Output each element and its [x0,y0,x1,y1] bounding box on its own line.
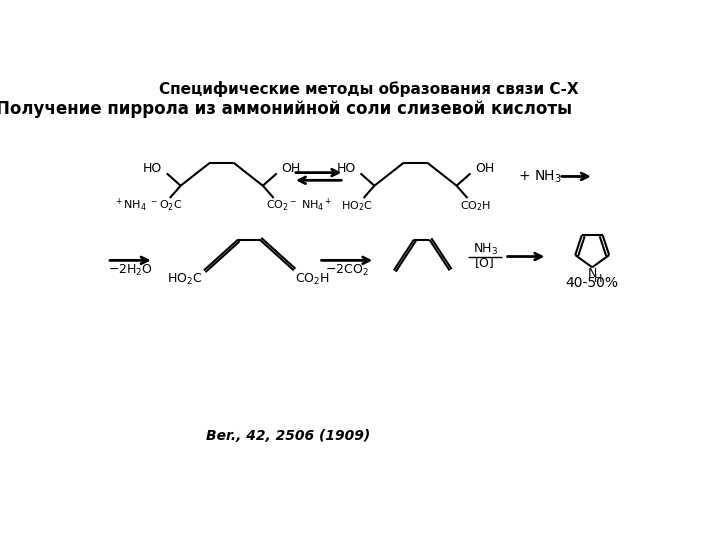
Text: OH: OH [475,162,495,176]
Text: HO: HO [143,162,162,176]
Text: Ber., 42, 2506 (1909): Ber., 42, 2506 (1909) [205,429,370,443]
Text: HO$_2$C: HO$_2$C [341,199,373,213]
Text: Получение пиррола из аммонийной соли слизевой кислоты: Получение пиррола из аммонийной соли сли… [0,100,572,118]
Text: $^+$NH$_4$ $^-$O$_2$C: $^+$NH$_4$ $^-$O$_2$C [114,197,182,214]
Text: Специфические методы образования связи С-Х: Специфические методы образования связи С… [159,82,579,97]
Text: $-$2CO$_2$: $-$2CO$_2$ [325,263,369,278]
Text: OH: OH [282,162,301,176]
Text: CO$_2$$^-$ NH$_4$$^+$: CO$_2$$^-$ NH$_4$$^+$ [266,197,332,214]
Text: 40-50%: 40-50% [566,276,618,291]
Text: NH$_3$: NH$_3$ [472,242,498,257]
Text: N: N [588,267,597,280]
Text: H: H [594,274,603,284]
Text: HO: HO [336,162,356,176]
Text: + NH$_3$: + NH$_3$ [518,168,562,185]
Text: HO$_2$C: HO$_2$C [167,272,202,287]
Text: CO$_2$H: CO$_2$H [459,199,491,213]
Text: $-$2H$_2$O: $-$2H$_2$O [108,263,153,278]
Text: CO$_2$H: CO$_2$H [295,272,330,287]
Text: [O]: [O] [475,256,495,269]
